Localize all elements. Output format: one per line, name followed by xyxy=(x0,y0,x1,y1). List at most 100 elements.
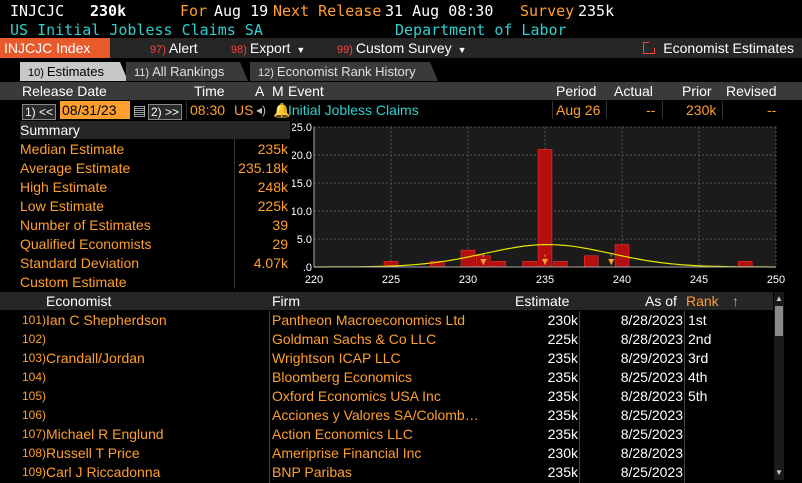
summary-row-count: Number of Estimates 39 xyxy=(20,216,290,235)
tab-bar: 10) Estimates 11) All Rankings 12) Economis… xyxy=(0,62,802,81)
sort-arrow-icon[interactable]: ↑ xyxy=(732,293,739,309)
speaker-icon[interactable]: ◂) xyxy=(256,103,267,117)
y-tick-label: 10.0 xyxy=(292,206,312,218)
tab-estimates[interactable]: 10) Estimates xyxy=(20,62,128,81)
firm-name: Oxford Economics USA Inc xyxy=(272,388,441,404)
asof-date: 8/25/2023 xyxy=(620,464,683,480)
scroll-up-icon[interactable]: ▲ xyxy=(775,294,783,303)
source-name: Department of Labor xyxy=(395,21,567,39)
firm-name: Ameriprise Financial Inc xyxy=(272,445,422,461)
bar xyxy=(491,261,507,268)
tab-num: 12) xyxy=(258,67,274,79)
estimate-value: 235k xyxy=(547,464,578,480)
summary-row-low: Low Estimate 225k xyxy=(20,197,290,216)
summary-row-stddev: Standard Deviation 4.07k xyxy=(20,254,290,273)
economist-name: Crandall/Jordan xyxy=(46,350,145,366)
export-menu[interactable]: 98) Export ▼ xyxy=(231,38,305,58)
table-row[interactable]: 105) Oxford Economics USA Inc 235k 8/28/202… xyxy=(0,387,773,406)
table-scrollbar[interactable]: ▲ ▼ xyxy=(774,292,784,480)
next-release-label: Next Release xyxy=(273,2,382,20)
firm-name: Acciones y Valores SA/Colomb… xyxy=(272,407,479,423)
economist-name: Ian C Shepherdson xyxy=(46,312,167,328)
prev-date-label: 1) << xyxy=(22,104,57,120)
event-prior: 230k xyxy=(686,102,717,118)
next-date-label: 2) >> xyxy=(148,104,183,120)
asof-date: 8/28/2023 xyxy=(620,331,683,347)
event-header: Release Date Time A M Event Period Actua… xyxy=(0,82,802,100)
estimate-value: 230k xyxy=(547,312,578,328)
summary-value: 235k xyxy=(257,141,288,157)
summary-label: High Estimate xyxy=(20,179,108,195)
prev-date-button[interactable]: 1) << xyxy=(22,102,57,120)
summary-row-custom[interactable]: Custom Estimate xyxy=(20,273,290,292)
external-link-icon xyxy=(643,41,657,54)
custom-survey-menu[interactable]: 99) Custom Survey ▼ xyxy=(337,38,467,58)
economist-table-body: 101) Ian C Shepherdson Pantheon Macroecono… xyxy=(0,311,773,483)
rank-value: 1st xyxy=(688,312,707,328)
row-number: 108) xyxy=(22,446,47,460)
x-tick-label: 250 xyxy=(767,274,785,286)
next-release-date: 31 Aug 08:30 xyxy=(385,2,494,20)
summary-title: Summary xyxy=(20,121,290,139)
summary-row-average: Average Estimate 235.18k xyxy=(20,159,290,178)
x-tick-label: 240 xyxy=(613,274,631,286)
summary-value: 248k xyxy=(257,179,288,195)
event-name[interactable]: Initial Jobless Claims xyxy=(288,102,419,118)
alert-num: 97) xyxy=(150,44,166,56)
firm-name: Pantheon Macroeconomics Ltd xyxy=(272,312,465,328)
asof-date: 8/28/2023 xyxy=(620,312,683,328)
survey-label: Survey xyxy=(520,2,575,20)
calendar-icon[interactable]: ▤ xyxy=(133,102,147,118)
index-button[interactable]: INJCJC Index xyxy=(0,38,110,58)
col-revised: Revised xyxy=(726,83,777,99)
scroll-down-icon[interactable]: ▼ xyxy=(775,468,783,477)
bar xyxy=(737,261,753,268)
bar xyxy=(537,149,553,268)
row-number: 102) xyxy=(22,332,47,346)
col-estimate[interactable]: Estimate xyxy=(515,293,570,309)
summary-label: Low Estimate xyxy=(20,198,105,214)
row-number: 103) xyxy=(22,351,47,365)
economist-estimates-button[interactable]: Economist Estimates xyxy=(643,38,794,58)
col-firm[interactable]: Firm xyxy=(272,293,300,309)
table-row[interactable]: 108) Russell T Price Ameriprise Financial … xyxy=(0,444,773,463)
tab-label: All Rankings xyxy=(152,64,225,79)
col-a: A xyxy=(255,83,265,99)
for-label: For xyxy=(180,2,208,20)
rank-value: 3rd xyxy=(688,350,709,366)
summary-label: Median Estimate xyxy=(20,141,125,157)
col-rank[interactable]: Rank xyxy=(686,293,719,309)
col-asof[interactable]: As of xyxy=(645,293,677,309)
firm-name: BNP Paribas xyxy=(272,464,352,480)
tab-all-rankings[interactable]: 11) All Rankings xyxy=(126,62,248,81)
table-row[interactable]: 106) Acciones y Valores SA/Colomb… 235k 8/2… xyxy=(0,406,773,425)
col-economist[interactable]: Economist xyxy=(46,293,112,309)
y-tick-label: 25.0 xyxy=(292,122,312,134)
scroll-thumb[interactable] xyxy=(775,306,783,336)
estimate-value: 235k xyxy=(547,388,578,404)
table-row[interactable]: 107) Michael R Englund Action Economics LL… xyxy=(0,425,773,444)
table-row[interactable]: 103) Crandall/Jordan Wrightson ICAP LLC 235… xyxy=(0,349,773,368)
table-row[interactable]: 102) Goldman Sachs & Co LLC 225k 8/28/2023 2… xyxy=(0,330,773,349)
table-row[interactable]: 104) Bloomberg Economics 235k 8/25/2023 4th xyxy=(0,368,773,387)
asof-date: 8/28/2023 xyxy=(620,388,683,404)
table-row[interactable]: 101) Ian C Shepherdson Pantheon Macroecono… xyxy=(0,311,773,330)
tab-economist-rank-history[interactable]: 12) Economist Rank History xyxy=(250,62,438,81)
alert-menu[interactable]: 97) Alert xyxy=(150,38,198,58)
table-row[interactable]: 109) Carl J Riccadonna BNP Paribas 235k 8/25… xyxy=(0,463,773,482)
index-label: INJCJC Index xyxy=(4,40,91,56)
y-tick-label: 5.0 xyxy=(297,234,312,246)
bell-icon[interactable]: 🔔 xyxy=(273,102,291,118)
estimate-value: 235k xyxy=(547,369,578,385)
col-release-date: Release Date xyxy=(22,83,107,99)
export-num: 98) xyxy=(231,44,247,56)
firm-name: Wrightson ICAP LLC xyxy=(272,350,401,366)
tab-label: Estimates xyxy=(46,64,104,79)
summary-value: 39 xyxy=(272,217,288,233)
x-tick-label: 245 xyxy=(690,274,708,286)
col-time: Time xyxy=(194,83,225,99)
next-date-button[interactable]: 2) >> xyxy=(148,102,183,120)
high-marker-arrow xyxy=(608,259,615,265)
date-input[interactable]: 08/31/23 xyxy=(60,101,130,119)
indicator-name: US Initial Jobless Claims SA xyxy=(10,21,263,39)
